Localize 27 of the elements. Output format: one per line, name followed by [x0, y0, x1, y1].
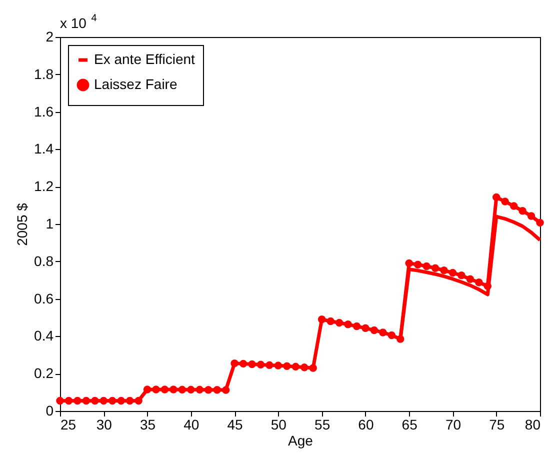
- y-tick-label: 0.6: [34, 290, 54, 306]
- y-tick-label: 0: [46, 402, 54, 418]
- x-tick-label: 40: [184, 416, 200, 432]
- y-tick-label: 1.8: [34, 66, 54, 82]
- x-axis-title: Age: [288, 432, 314, 448]
- y-tick-label: 0.4: [34, 328, 54, 344]
- y-tick-label: 0.8: [34, 252, 54, 269]
- x-tick-label: 30: [96, 416, 112, 432]
- x-tick-label: 50: [270, 416, 287, 432]
- x-tick-label: 35: [140, 416, 156, 432]
- legend-label: Ex ante Efficient: [94, 51, 196, 67]
- y-tick-label: 1.2: [34, 178, 54, 194]
- y-tick-label: 1.6: [34, 103, 54, 120]
- x-tick-label: 80: [524, 416, 541, 432]
- y-axis-title: 2005 $: [14, 202, 30, 246]
- x-tick-label: 65: [402, 416, 418, 432]
- x-tick-label: 60: [358, 416, 374, 432]
- x-tick-label: 75: [489, 416, 505, 432]
- y-tick-label: 1.4: [34, 140, 54, 157]
- legend-label: Laissez Faire: [94, 76, 178, 92]
- x-tick-label: 45: [227, 416, 244, 432]
- x-tick-label: 70: [445, 416, 462, 432]
- x-tick-label: 25: [60, 416, 76, 432]
- y-tick-label: 1: [46, 216, 54, 232]
- y-tick-label: 2: [46, 28, 54, 44]
- y-tick-label: 0.2: [34, 365, 54, 382]
- x-tick-label: 55: [314, 416, 330, 432]
